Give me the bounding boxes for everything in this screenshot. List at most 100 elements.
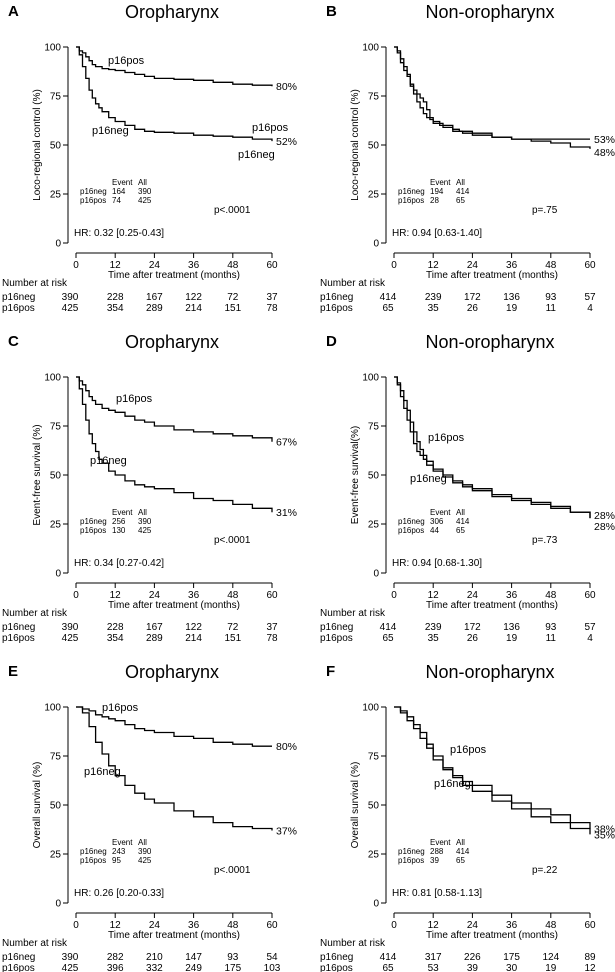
panel-a-y-tick-label: 75	[50, 92, 62, 103]
panel-e-end-label-p16pos: 80%	[276, 741, 297, 753]
panel-f-y-tick-label: 75	[368, 752, 380, 763]
panel-e-title: Oropharynx	[125, 662, 219, 682]
panel-f-label-p16neg: p16neg	[434, 778, 471, 790]
panel-b-x-label: Time after treatment (months)	[426, 270, 558, 281]
panel-d-risk-value: 172	[464, 622, 481, 633]
panel-f-x-tick-label: 24	[467, 920, 479, 931]
panel-c-x-label: Time after treatment (months)	[108, 600, 240, 611]
panel-e-risk-value: 147	[185, 952, 202, 963]
panel-e-risk-value: 396	[107, 963, 124, 972]
panel-e-y-tick-label: 75	[50, 752, 62, 763]
panel-f-curve-p16neg	[394, 706, 591, 835]
panel-f-x-tick-label: 0	[391, 920, 397, 931]
panel-b-y-tick-label: 100	[362, 43, 379, 54]
panel-f-x-tick-label: 36	[506, 920, 518, 931]
panel-a-curve-p16pos	[76, 46, 273, 87]
panel-b-risk-value: 136	[503, 292, 520, 303]
panel-c-end-label-p16neg: 31%	[276, 507, 297, 519]
panel-e-y-tick-label: 0	[55, 899, 61, 910]
panel-d-curve-p16neg	[394, 376, 591, 519]
panel-b-risk-value: 19	[506, 303, 518, 314]
panel-a-x-tick-label: 48	[227, 260, 239, 271]
panel-a-x-label: Time after treatment (months)	[108, 270, 240, 281]
panel-d-pvalue: p=.73	[532, 535, 558, 546]
panel-f-risk-value: 317	[425, 952, 442, 963]
panel-d-risk-value: 57	[584, 622, 596, 633]
panel-a-risk-label-p16neg: p16neg	[2, 292, 35, 303]
panel-b-risk-value: 172	[464, 292, 481, 303]
panel-e-label-p16pos: p16pos	[102, 702, 139, 714]
panel-a-risk-value: 78	[266, 303, 278, 314]
panel-d-hr: HR: 0.94 [0.68-1.30]	[392, 558, 482, 569]
panel-e-event-count: 95	[112, 856, 121, 865]
panel-e-y-tick-label: 25	[50, 850, 62, 861]
panel-d-event-row-label: p16neg	[398, 517, 425, 526]
panel-c-all-count: 390	[138, 517, 152, 526]
panel-e-risk-value: 93	[227, 952, 239, 963]
panel-d-risk-value: 65	[382, 633, 394, 644]
panel-d-x-tick-label: 24	[467, 590, 479, 601]
panel-c-y-tick-label: 100	[44, 373, 61, 384]
panel-d-risk-value: 11	[546, 633, 557, 644]
panel-b-x-tick-label: 24	[467, 260, 479, 271]
panel-d-y-tick-label: 0	[373, 569, 379, 580]
panel-f-risk-value: 124	[542, 952, 559, 963]
panel-e-risk-title: Number at risk	[2, 938, 68, 949]
panel-a-risk-value: 167	[146, 292, 163, 303]
panel-c-risk-value: 354	[107, 633, 124, 644]
panel-b-all-count: 414	[456, 187, 470, 196]
panel-a-risk-value: 354	[107, 303, 124, 314]
panel-e-letter: E	[8, 663, 18, 680]
panel-c-event-header: Event	[112, 508, 133, 517]
panel-d-y-label: Event-free survival(%)	[350, 426, 361, 524]
panel-d-y-tick-label: 25	[368, 520, 380, 531]
panel-a-risk-value: 72	[227, 292, 239, 303]
panel-c-risk-value: 390	[62, 622, 79, 633]
panel-a-x-tick-label: 0	[73, 260, 79, 271]
panel-f-letter: F	[326, 663, 335, 680]
panel-b-x-tick-label: 12	[428, 260, 440, 271]
panel-b-curve-p16pos	[394, 46, 590, 140]
panel-f-risk-value: 89	[584, 952, 596, 963]
panel-d-x-tick-label: 60	[584, 590, 596, 601]
panel-e-x-tick-label: 48	[227, 920, 239, 931]
panel-b-risk-value: 35	[428, 303, 440, 314]
panel-a-all-count: 425	[138, 196, 152, 205]
panel-a-risk-value: 37	[266, 292, 278, 303]
panel-f-curve-p16pos	[394, 706, 591, 829]
panel-c-label-p16neg: p16neg	[90, 455, 127, 467]
panel-a-risk-value: 214	[185, 303, 202, 314]
panel-a-risk-value: 228	[107, 292, 124, 303]
panel-c-risk-value: 151	[224, 633, 241, 644]
panel-e-x-tick-label: 60	[266, 920, 278, 931]
panel-d-end-label-p16pos: 28%	[594, 510, 615, 522]
panel-c-event-row-label: p16neg	[80, 517, 107, 526]
panel-e-x-tick-label: 12	[110, 920, 122, 931]
panel-a-event-header: Event	[112, 178, 133, 187]
panel-e-all-count: 390	[138, 847, 152, 856]
panel-a-event-row-label: p16pos	[80, 196, 106, 205]
panel-a-risk-label-p16pos: p16pos	[2, 303, 35, 314]
panel-e-risk-value: 175	[224, 963, 241, 972]
panel-b-all-count: 65	[456, 196, 465, 205]
panel-f-event-row-label: p16neg	[398, 847, 425, 856]
panel-e-risk-value: 210	[146, 952, 163, 963]
panel-f-risk-label-p16neg: p16neg	[320, 952, 353, 963]
panel-b-risk-label-p16neg: p16neg	[320, 292, 353, 303]
panel-c-hr: HR: 0.34 [0.27-0.42]	[74, 558, 164, 569]
panel-f-label-p16pos: p16pos	[450, 744, 487, 756]
panel-a-letter: A	[8, 3, 19, 20]
panel-c-title: Oropharynx	[125, 332, 219, 352]
panel-f-end-label-p16pos: 38%	[594, 824, 615, 836]
panel-d-event-count: 44	[430, 526, 439, 535]
panel-b-title: Non-oropharynx	[425, 2, 554, 22]
panel-f-x-tick-label: 48	[545, 920, 557, 931]
panel-d-y-tick-label: 50	[368, 471, 380, 482]
panel-c-risk-value: 78	[266, 633, 278, 644]
panel-f-risk-title: Number at risk	[320, 938, 386, 949]
panel-d-risk-value: 4	[587, 633, 593, 644]
panel-d-risk-value: 93	[545, 622, 557, 633]
panel-d-label-p16neg: p16neg	[410, 473, 447, 485]
panel-a-y-tick-label: 100	[44, 43, 61, 54]
panel-a-x-tick-label: 24	[149, 260, 161, 271]
